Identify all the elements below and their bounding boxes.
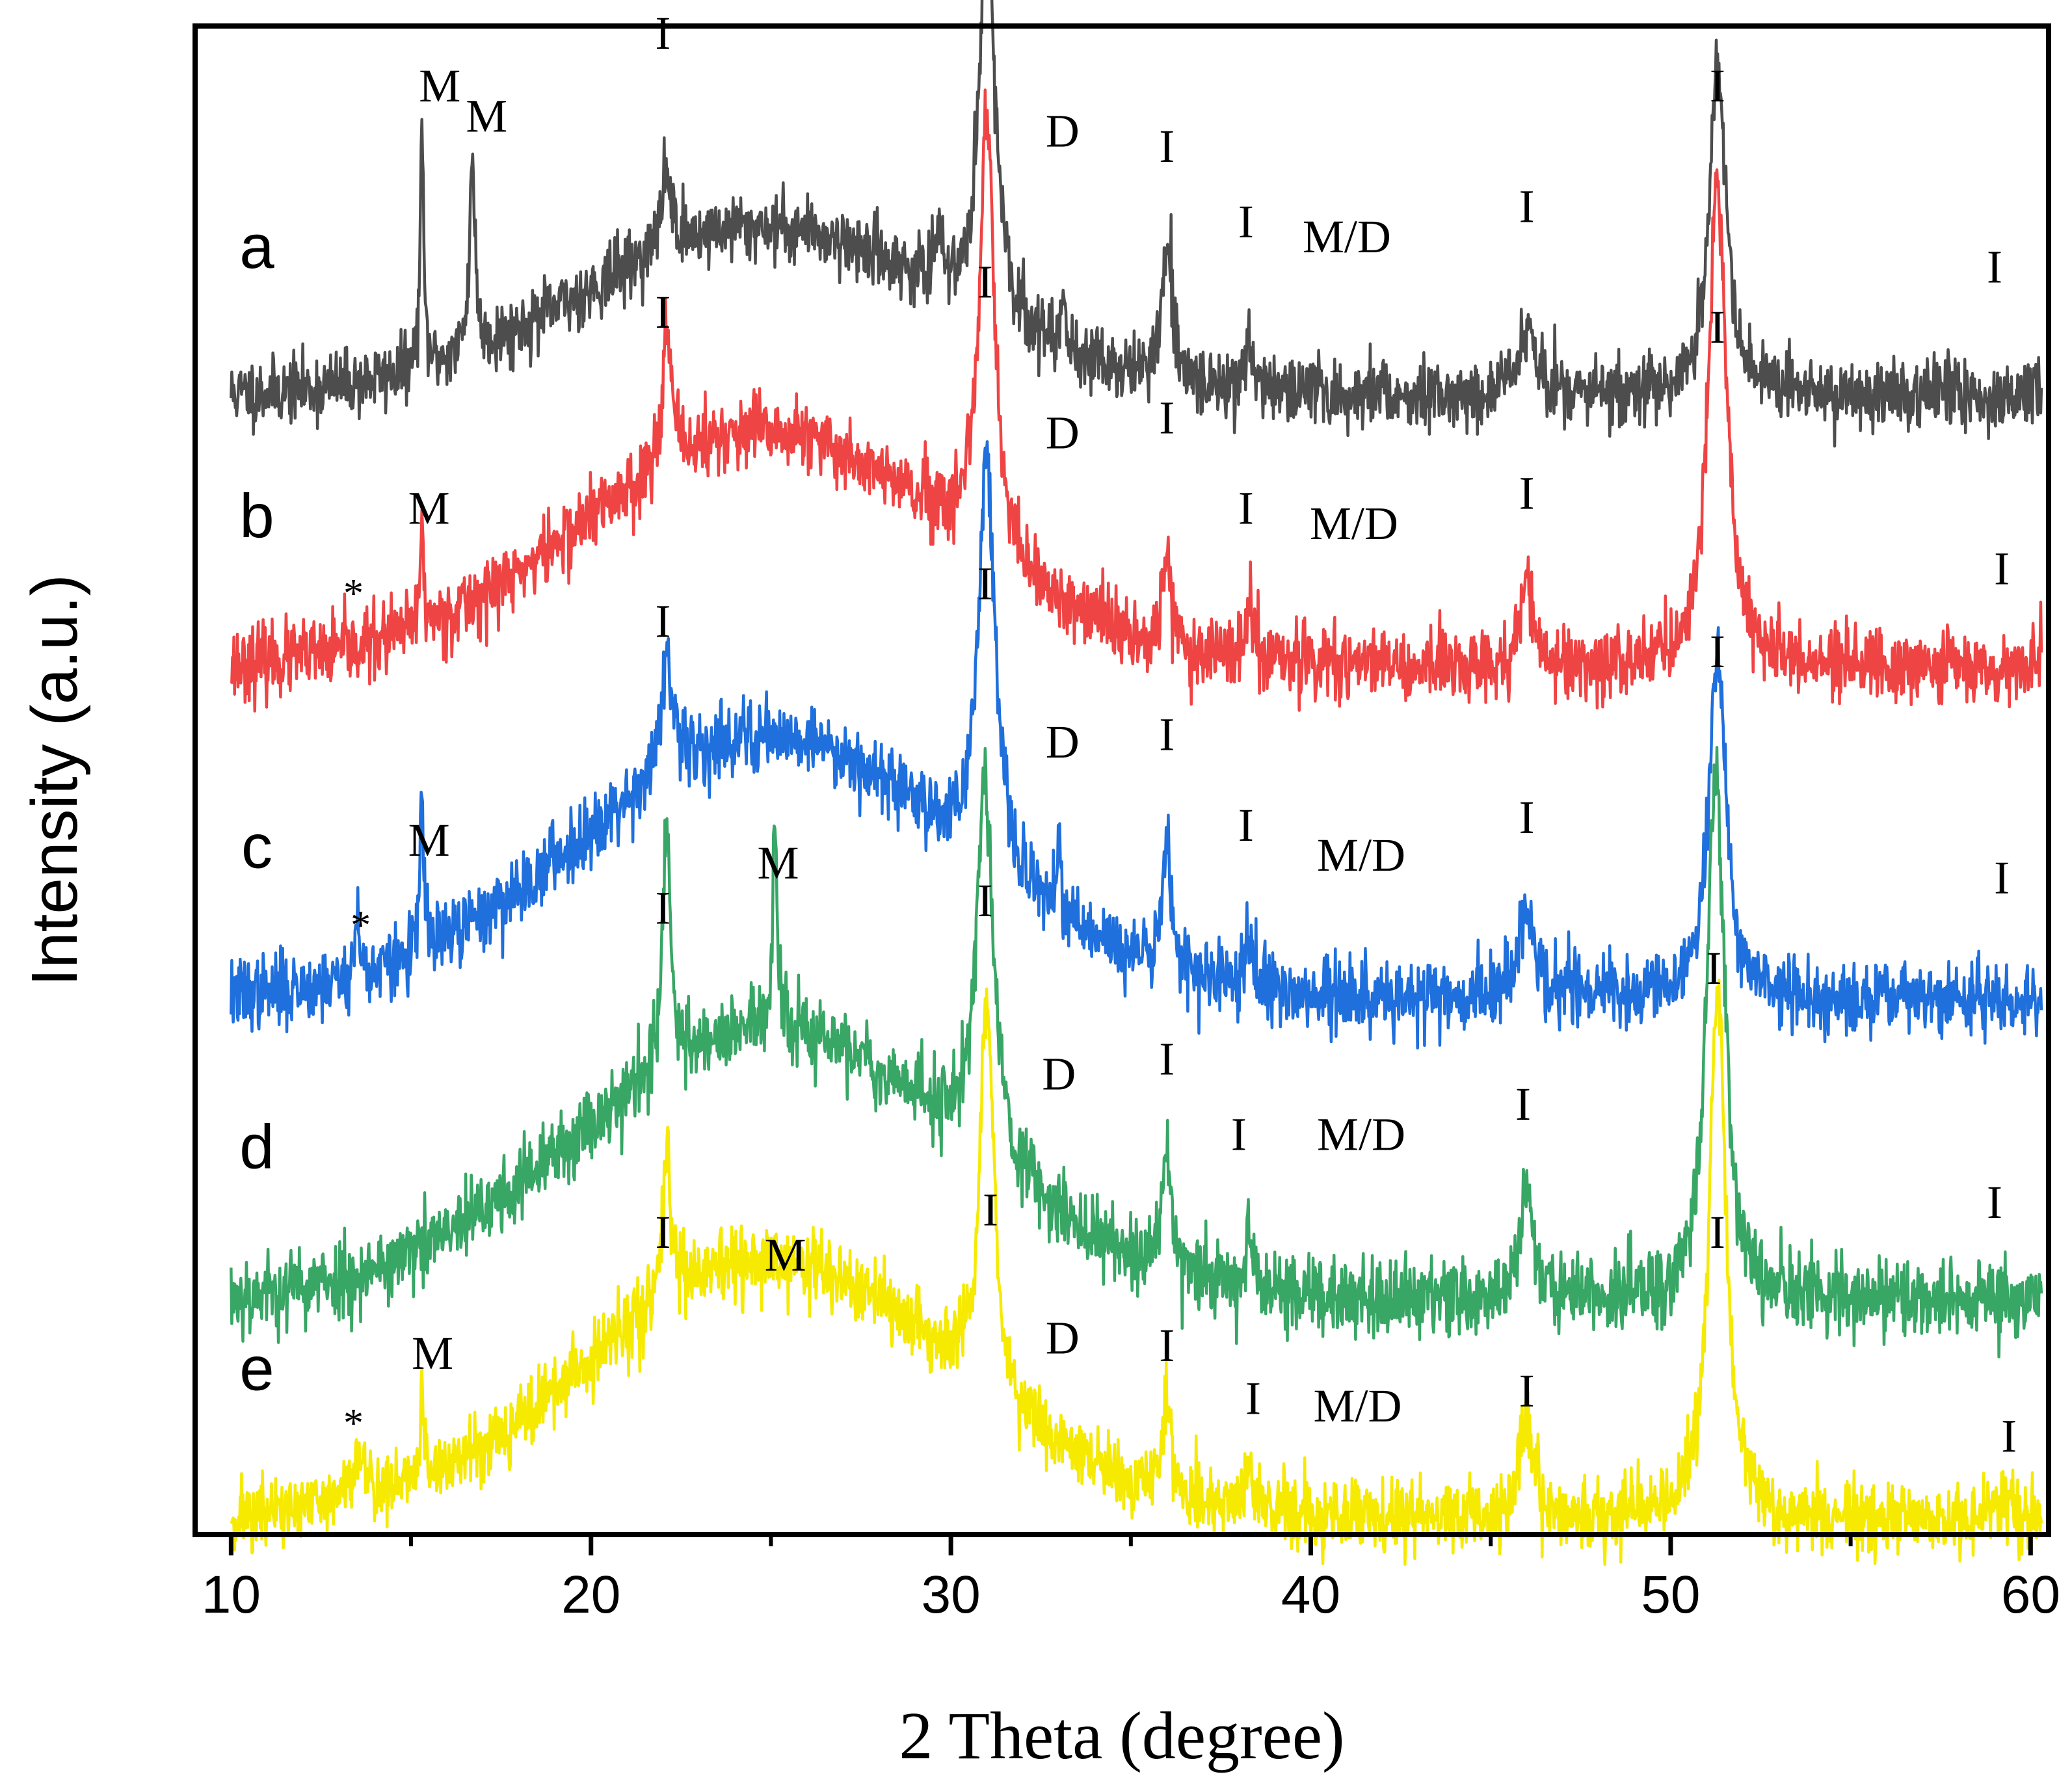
- peak-label-c-4: D: [1046, 716, 1080, 768]
- peak-label-d-6: M/D: [1317, 1108, 1405, 1160]
- x-tick-label-50: 50: [1641, 1565, 1700, 1624]
- peak-label-b-7: M/D: [1310, 497, 1398, 549]
- peak-label-c-9: I: [1710, 626, 1725, 678]
- peak-label-b-10: I: [1994, 542, 2010, 594]
- peak-label-d-4: I: [1159, 1033, 1175, 1085]
- peak-label-a-5: I: [1159, 120, 1175, 172]
- peak-label-b-0: *: [343, 572, 364, 616]
- peak-label-d-9: I: [1987, 1176, 2002, 1228]
- peak-label-e-2: I: [983, 1183, 998, 1235]
- peak-label-d-3: D: [1042, 1048, 1076, 1100]
- peak-label-c-0: *: [351, 904, 371, 948]
- peak-label-a-7: M/D: [1303, 211, 1391, 263]
- peak-label-a-8: I: [1519, 181, 1535, 233]
- peak-label-d-8: I: [1706, 942, 1721, 994]
- curve-label-b: b: [239, 481, 274, 551]
- series-line-b: [230, 88, 2043, 713]
- peak-label-e-5: D: [1046, 1312, 1080, 1364]
- peak-label-b-3: I: [977, 256, 993, 308]
- x-axis-ticks: 10 20 30 40 50 60: [202, 1535, 2060, 1624]
- peak-label-e-7: I: [1245, 1372, 1261, 1424]
- peak-label-b-9: I: [1710, 301, 1725, 353]
- peak-label-e-11: I: [2001, 1410, 2017, 1462]
- curve-label-a: a: [239, 212, 274, 282]
- peak-label-c-1: M: [408, 814, 450, 866]
- peak-label-e-0: I: [655, 1206, 671, 1258]
- x-tick-label-40: 40: [1281, 1565, 1340, 1624]
- curve-label-c: c: [241, 812, 272, 882]
- peak-label-b-1: M: [408, 482, 450, 535]
- peak-label-d-0: I: [655, 882, 671, 934]
- series-layer: a b c d e: [230, 0, 2043, 1566]
- peak-label-a-0: M: [419, 60, 460, 112]
- curve-label-d: d: [239, 1113, 274, 1182]
- x-tick-label-30: 30: [922, 1565, 981, 1624]
- x-tick-label-10: 10: [202, 1565, 261, 1624]
- series-line-c: [230, 440, 2043, 1050]
- series-line-d: [230, 746, 2043, 1359]
- peak-label-e-8: M/D: [1313, 1380, 1401, 1432]
- peak-label-e-6: I: [1159, 1319, 1175, 1371]
- peak-label-c-10: I: [1994, 852, 2010, 904]
- peak-label-a-2: I: [655, 7, 671, 59]
- peak-label-e-3: *: [343, 1401, 364, 1446]
- peak-label-d-7: I: [1515, 1078, 1531, 1130]
- y-axis-title: Intensity (a.u.): [18, 574, 91, 986]
- peak-label-e-4: M: [412, 1327, 453, 1379]
- peak-label-b-8: I: [1519, 467, 1535, 519]
- series-line-a: [230, 0, 2043, 448]
- annotation-layer: MMIIDIIM/DIII*MIIDIIM/DIII*MIIDIIM/DIIII…: [343, 7, 2017, 1462]
- series-line-e: [230, 978, 2043, 1566]
- peak-label-c-3: I: [977, 558, 993, 610]
- peak-label-a-9: I: [1710, 60, 1725, 112]
- peak-label-e-9: I: [1519, 1365, 1535, 1417]
- peak-label-c-7: M/D: [1317, 829, 1405, 881]
- peak-label-b-4: D: [1046, 407, 1080, 459]
- peak-label-d-2: I: [977, 875, 993, 927]
- peak-label-d-1: M: [757, 837, 799, 889]
- peak-label-a-4: D: [1046, 105, 1080, 157]
- peak-label-a-10: I: [1987, 241, 2002, 293]
- peak-label-d-5: I: [1231, 1108, 1247, 1160]
- x-axis-title: 2 Theta (degree): [899, 1698, 1344, 1773]
- x-tick-label-60: 60: [2001, 1565, 2060, 1624]
- peak-label-c-2: I: [655, 596, 671, 648]
- x-tick-label-20: 20: [561, 1565, 620, 1624]
- peak-label-c-8: I: [1519, 791, 1535, 843]
- peak-label-b-2: I: [655, 286, 671, 338]
- peak-label-c-5: I: [1159, 709, 1175, 761]
- peak-label-b-6: I: [1238, 482, 1254, 535]
- peak-label-a-1: M: [466, 90, 507, 142]
- plot-frame: [193, 23, 2051, 1537]
- peak-label-e-10: I: [1710, 1206, 1725, 1258]
- peak-label-a-6: I: [1238, 196, 1254, 248]
- peak-label-c-6: I: [1238, 799, 1254, 851]
- peak-label-e-1: M: [765, 1229, 806, 1281]
- curve-label-e: e: [239, 1334, 274, 1403]
- peak-label-b-5: I: [1159, 391, 1175, 443]
